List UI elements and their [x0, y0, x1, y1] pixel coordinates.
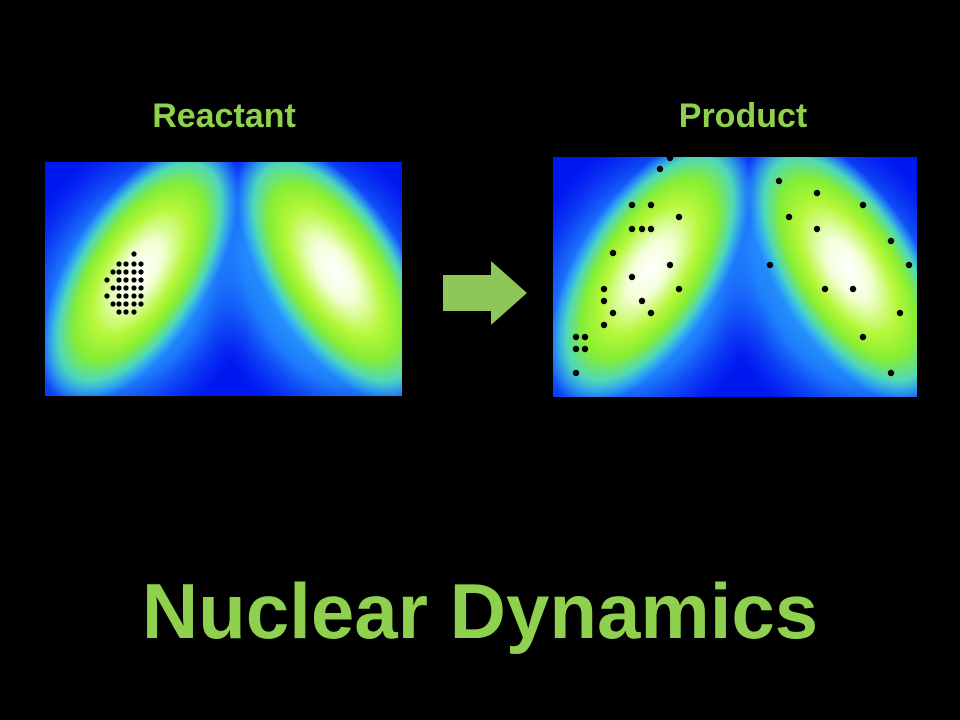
- particle-dot: [138, 277, 144, 283]
- particle-dot: [116, 301, 122, 307]
- particle-dot: [116, 293, 122, 299]
- particle-dot: [887, 237, 895, 245]
- particle-dot: [138, 261, 144, 267]
- particle-dot: [116, 285, 122, 291]
- particle-dot: [821, 285, 829, 293]
- particle-dot: [123, 269, 129, 275]
- particle-dot: [675, 285, 683, 293]
- particle-dot: [859, 333, 867, 341]
- particle-dot: [600, 285, 608, 293]
- particle-dot: [813, 189, 821, 197]
- product-label: Product: [678, 97, 808, 135]
- particle-dot: [123, 277, 129, 283]
- particle-dot: [581, 333, 589, 341]
- particle-dot: [638, 225, 646, 233]
- particle-dot: [138, 293, 144, 299]
- particle-dot: [609, 249, 617, 257]
- particle-dot: [131, 261, 137, 267]
- particle-dot: [656, 165, 664, 173]
- particle-dot: [131, 293, 137, 299]
- particle-dot: [600, 321, 608, 329]
- particle-dot: [104, 293, 110, 299]
- particle-dot: [131, 251, 137, 257]
- particle-dot: [131, 285, 137, 291]
- particle-dot: [138, 285, 144, 291]
- particle-dot: [785, 213, 793, 221]
- particle-dot: [138, 301, 144, 307]
- particle-dot: [572, 333, 580, 341]
- reactant-potential-surface: [45, 162, 402, 396]
- particle-dot: [116, 277, 122, 283]
- particle-dot: [110, 285, 116, 291]
- particle-dot: [887, 369, 895, 377]
- particle-dot: [813, 225, 821, 233]
- particle-dot: [675, 213, 683, 221]
- particle-dot: [138, 269, 144, 275]
- particle-dot: [572, 345, 580, 353]
- particle-dot: [647, 309, 655, 317]
- particle-dot: [849, 285, 857, 293]
- particle-dot: [123, 301, 129, 307]
- particle-dot: [600, 297, 608, 305]
- particle-dot: [131, 309, 137, 315]
- particle-dot: [131, 269, 137, 275]
- slide-title: Nuclear Dynamics: [141, 567, 819, 655]
- particle-dot: [116, 261, 122, 267]
- particle-dot: [647, 225, 655, 233]
- particle-dot: [766, 261, 774, 269]
- particle-dot: [572, 369, 580, 377]
- particle-dot: [131, 301, 137, 307]
- particle-dot: [628, 201, 636, 209]
- particle-dot: [581, 345, 589, 353]
- particle-dot: [896, 309, 904, 317]
- particle-dot: [638, 297, 646, 305]
- particle-dot: [131, 277, 137, 283]
- reactant-particle-cluster: [104, 251, 144, 315]
- particle-dot: [647, 201, 655, 209]
- product-particle-scatter: [572, 157, 913, 377]
- particle-dot: [609, 309, 617, 317]
- particle-dot: [104, 277, 110, 283]
- particle-dot: [123, 309, 129, 315]
- particle-dot: [775, 177, 783, 185]
- arrow-right-icon: [443, 261, 527, 325]
- particle-dot: [110, 269, 116, 275]
- particle-dot: [123, 293, 129, 299]
- reactant-label: Reactant: [152, 97, 296, 135]
- particle-dot: [628, 273, 636, 281]
- particle-dot: [666, 157, 674, 162]
- particle-dot: [123, 285, 129, 291]
- particle-dot: [116, 309, 122, 315]
- particle-dot: [666, 261, 674, 269]
- particle-dot: [905, 261, 913, 269]
- particle-dot: [116, 269, 122, 275]
- particle-dot: [628, 225, 636, 233]
- particle-dot: [110, 301, 116, 307]
- particle-dot: [859, 201, 867, 209]
- particle-dot: [123, 261, 129, 267]
- product-potential-surface: [553, 157, 917, 397]
